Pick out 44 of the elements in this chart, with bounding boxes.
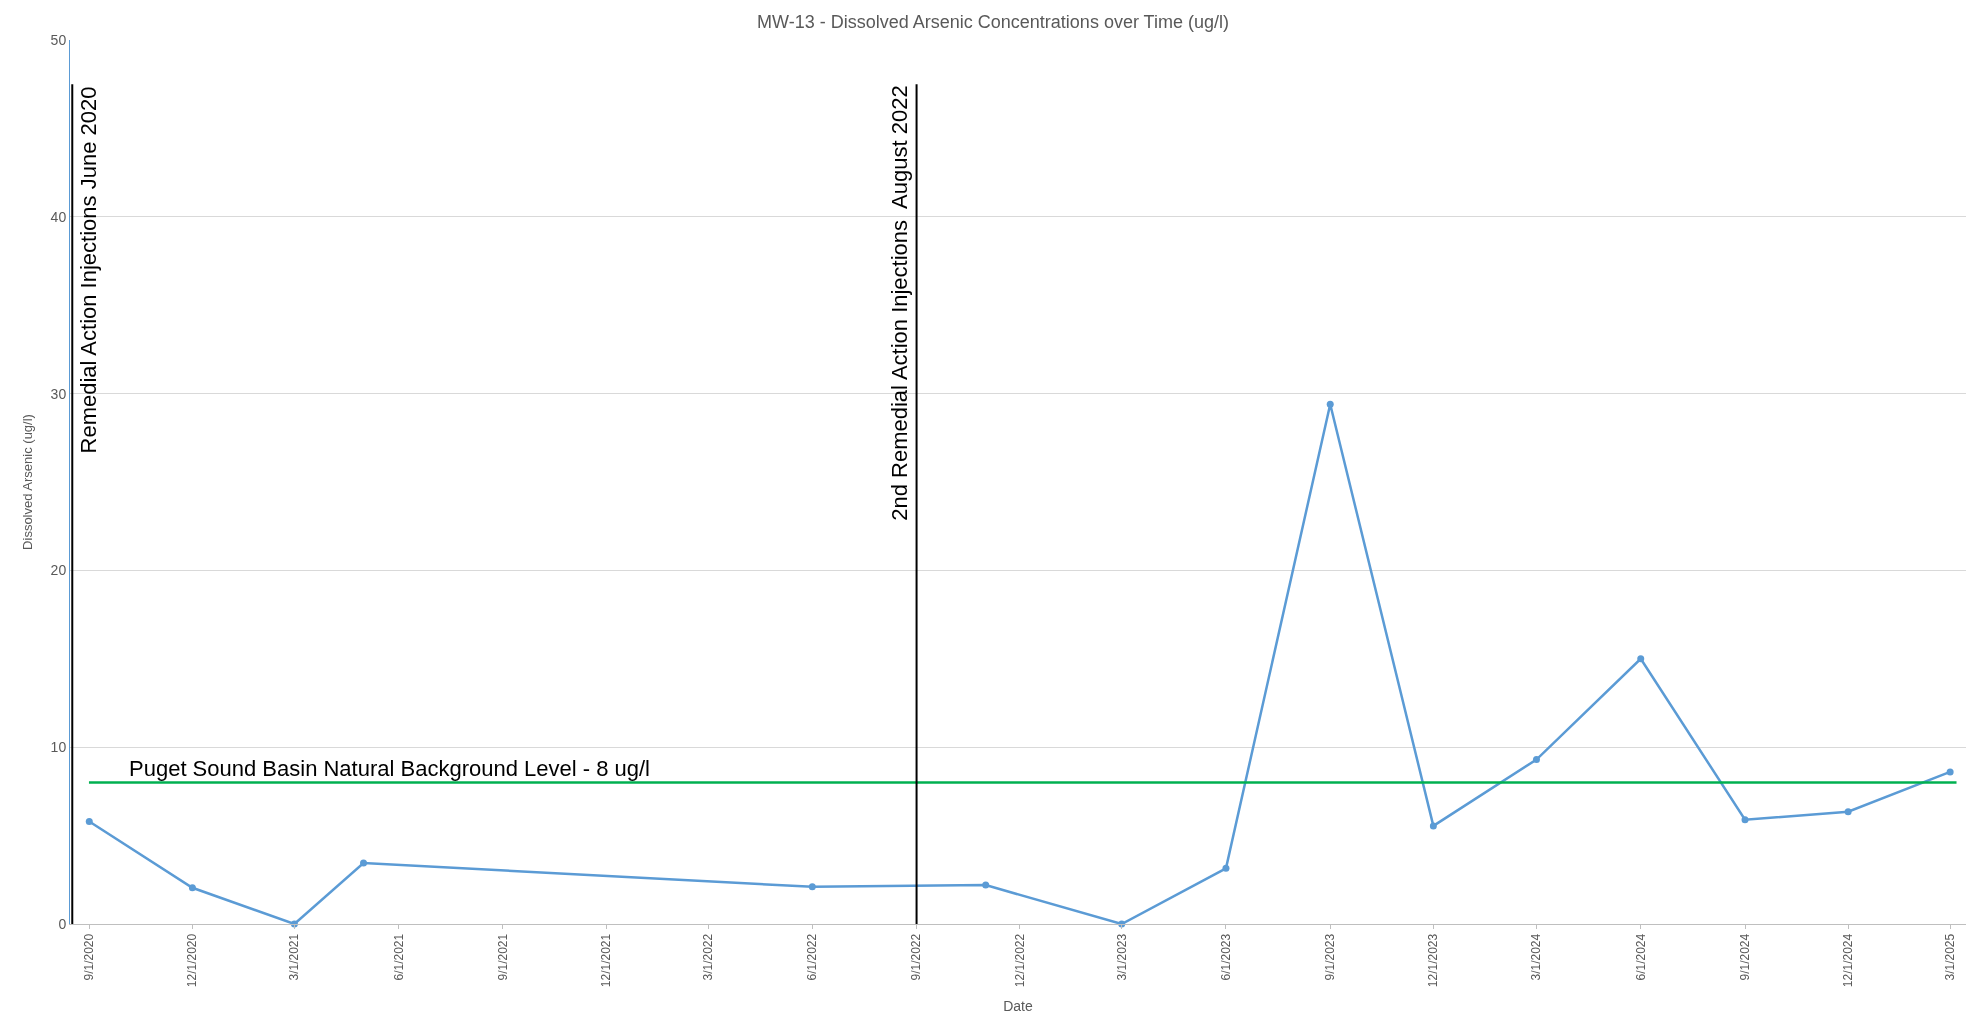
x-tick-label: 3/1/2022 [700,933,715,981]
point [1532,756,1540,764]
x-axis-title: Date [1003,998,1033,1015]
y-tick-label: 20 [50,562,67,579]
y-axis-title: Dissolved Arsenic (ug/l) [19,414,35,550]
x-tick-label: 3/1/2024 [1529,933,1544,981]
x-tick-label: 9/1/2022 [909,933,924,981]
point [1741,816,1749,824]
ref-line-label: Puget Sound Basin Natural Background Level - 8 ug/l [129,756,650,781]
x-tick-label: 12/1/2023 [1426,933,1441,988]
point [188,884,196,892]
x-tick-label: 6/1/2023 [1218,933,1233,981]
point [982,881,990,889]
point [85,817,93,825]
ref-line-label: 2nd Remedial Action Injections August 2022 [887,85,913,521]
point [1326,400,1334,408]
x-tick-label: 3/1/2021 [287,933,302,981]
y-tick-label: 40 [50,208,67,225]
y-tick-label: 10 [50,739,67,756]
chart-title: MW-13 - Dissolved Arsenic Concentrations over Time (ug/l) [757,11,1229,32]
x-tick-label: 12/1/2022 [1012,933,1027,988]
point [1222,864,1230,872]
y-tick-label: 0 [58,915,67,932]
ref-line-label: Remedial Action Injections June 2020 [76,86,102,454]
point [1429,822,1437,830]
x-tick-label: 6/1/2022 [805,933,820,981]
point [808,883,816,891]
x-tick-label: 9/1/2023 [1323,933,1338,981]
point [1637,655,1645,663]
point [360,859,368,867]
point [1844,808,1852,816]
x-tick-label: 3/1/2025 [1943,933,1958,981]
x-tick-label: 6/1/2021 [391,933,406,981]
x-tick-label: 9/1/2024 [1737,933,1752,981]
x-tick-label: 3/1/2023 [1114,933,1129,981]
y-tick-label: 30 [50,385,67,402]
x-tick-label: 12/1/2021 [598,933,613,988]
point [1946,768,1954,776]
x-tick-label: 9/1/2021 [495,933,510,981]
x-tick-label: 12/1/2024 [1841,933,1856,988]
x-tick-label: 12/1/2020 [185,933,200,988]
x-tick-label: 9/1/2020 [82,933,97,981]
y-tick-label: 50 [50,31,67,48]
x-tick-label: 6/1/2024 [1633,933,1648,981]
